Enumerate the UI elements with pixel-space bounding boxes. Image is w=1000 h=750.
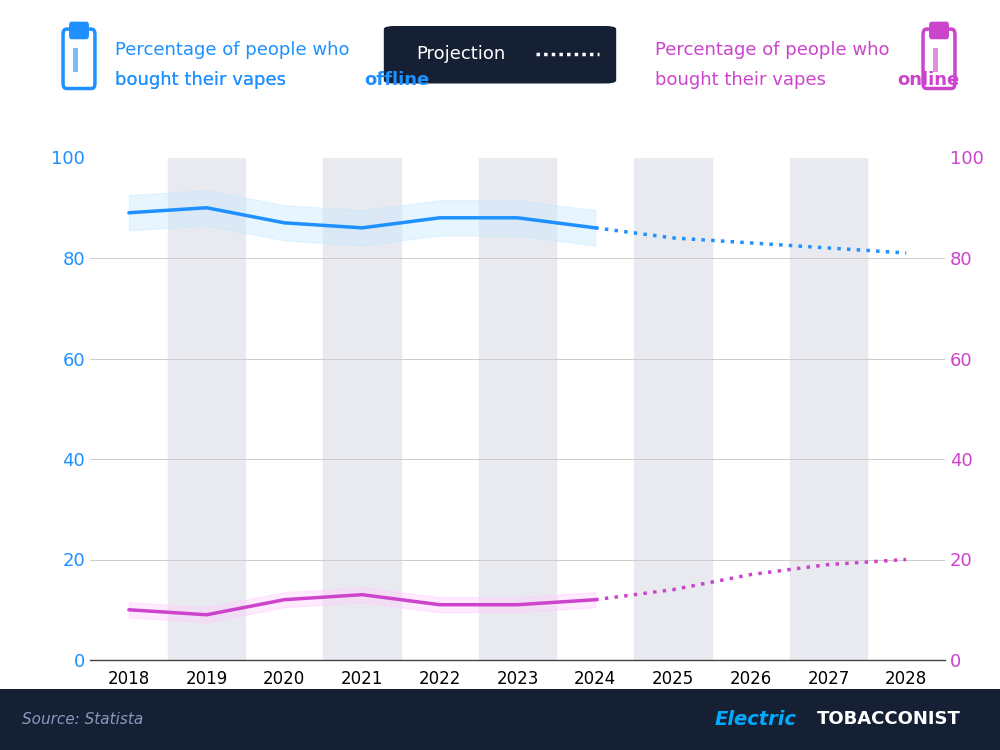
Text: Projection: Projection (416, 45, 505, 63)
FancyBboxPatch shape (384, 27, 616, 82)
Text: Percentage of people who: Percentage of people who (655, 41, 890, 59)
Bar (73, 48, 78, 72)
Text: Source: Statista: Source: Statista (22, 712, 143, 727)
FancyBboxPatch shape (63, 29, 95, 88)
Text: bought their vapes: bought their vapes (115, 71, 292, 89)
Text: Percentage of people who: Percentage of people who (115, 41, 350, 59)
FancyBboxPatch shape (930, 22, 948, 38)
Bar (634, 158, 712, 660)
Text: online: online (897, 71, 959, 89)
FancyBboxPatch shape (70, 22, 88, 38)
Text: bought their vapes: bought their vapes (655, 71, 832, 89)
Text: bought their vapes ​offline: bought their vapes ​offline (115, 71, 348, 89)
X-axis label: Year: Year (493, 701, 542, 721)
Text: offline: offline (364, 71, 430, 89)
Bar (323, 158, 401, 660)
Text: Electric: Electric (715, 710, 797, 729)
Bar (479, 158, 556, 660)
Bar (790, 158, 867, 660)
Text: bought their vapes: bought their vapes (115, 71, 292, 89)
FancyBboxPatch shape (923, 29, 955, 88)
Bar (168, 158, 245, 660)
Bar (933, 48, 938, 72)
Text: TOBACCONIST: TOBACCONIST (817, 710, 961, 728)
